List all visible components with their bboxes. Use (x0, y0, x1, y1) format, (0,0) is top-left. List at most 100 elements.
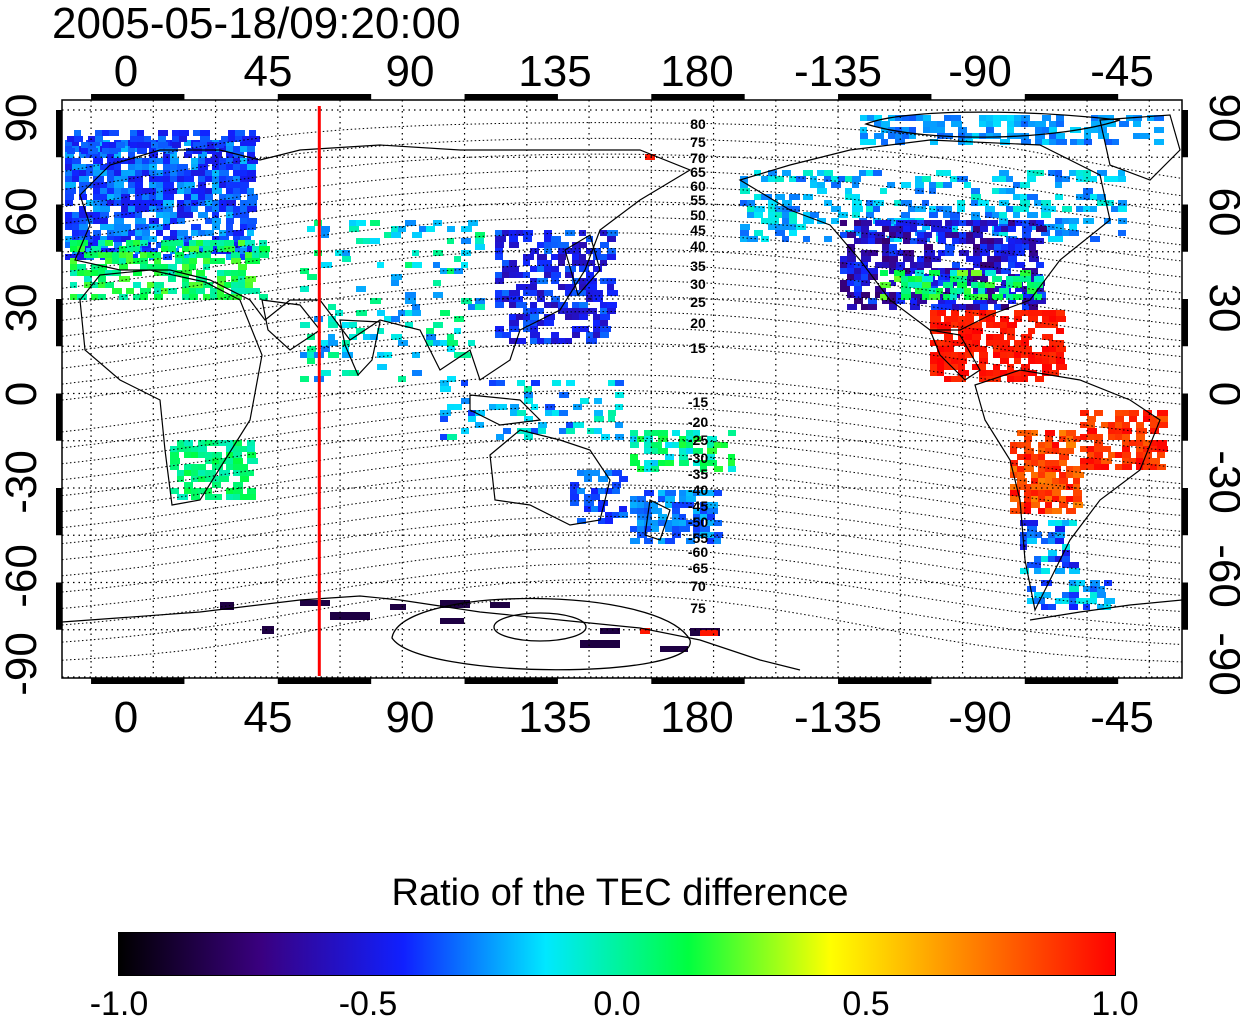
tec-data-cell (908, 282, 916, 288)
tec-data-cell (170, 188, 177, 194)
tec-data-cell (1029, 268, 1038, 274)
tec-data-cell (1031, 496, 1039, 502)
coastline-segment (1099, 114, 1181, 181)
tec-data-cell (77, 270, 86, 276)
tec-data-cell (447, 238, 454, 244)
tec-data-cell (987, 292, 995, 298)
tec-data-cell (65, 212, 74, 218)
tec-data-cell (1076, 206, 1085, 212)
tec-data-cell (901, 282, 911, 288)
tec-data-cell (119, 252, 129, 258)
tec-data-cell (240, 182, 249, 188)
tec-data-cell (247, 488, 256, 494)
tec-data-cell (233, 164, 241, 170)
tec-data-cell (524, 386, 532, 392)
bottom-frame-bar (277, 678, 372, 684)
tec-data-cell (163, 188, 172, 194)
tec-data-cell (233, 170, 244, 176)
tec-data-cell (1108, 422, 1117, 428)
coastline-segment (1029, 599, 1182, 621)
tec-data-cell (971, 270, 982, 276)
tec-data-cell (938, 280, 947, 286)
tec-data-cell (412, 370, 422, 376)
tec-data-cell (1101, 446, 1111, 452)
tec-data-cell (184, 482, 193, 488)
tec-data-cell (651, 520, 659, 526)
tec-data-cell (1112, 139, 1119, 145)
tec-data-cell (936, 288, 943, 294)
tec-data-cell (440, 380, 449, 386)
tec-data-cell (184, 470, 193, 476)
tec-data-cell (958, 328, 969, 334)
tec-data-cell (70, 294, 78, 300)
tec-data-cell (1014, 358, 1021, 364)
tec-data-cell (1118, 230, 1126, 236)
mag-lat-contour (62, 216, 1182, 278)
tec-data-cell (929, 188, 936, 194)
tec-data-cell (426, 226, 435, 232)
bottom-frame-bar (651, 678, 745, 684)
tec-data-cell (840, 256, 850, 262)
tec-data-cell (200, 136, 210, 142)
tec-data-cell (391, 316, 400, 322)
tec-data-cell (600, 326, 611, 332)
colorbar-tick-label: -0.5 (338, 985, 398, 1023)
tec-data-cell (133, 240, 141, 246)
tec-data-cell (1028, 121, 1038, 127)
tec-data-cell (184, 242, 191, 248)
tec-data-cell (1083, 194, 1094, 200)
tec-data-cell (1111, 206, 1120, 212)
tec-data-cell (999, 218, 1008, 224)
tec-data-cell (170, 158, 179, 164)
tec-data-cell (1010, 490, 1020, 496)
tec-data-cell (930, 121, 939, 127)
tec-data-cell (896, 220, 904, 226)
tec-data-cell (903, 238, 911, 244)
tec-data-cell (531, 428, 541, 434)
tec-data-cell (1157, 440, 1167, 446)
tec-data-cell (175, 252, 184, 258)
tec-data-cell (205, 188, 214, 194)
tec-data-cell (156, 230, 163, 236)
tec-data-cell (419, 226, 426, 232)
tec-data-cell (971, 294, 982, 300)
tec-data-cell (156, 206, 165, 212)
tec-data-cell (461, 238, 471, 244)
tec-data-cell (931, 304, 941, 310)
tec-data-cell (516, 284, 523, 290)
tec-data-cell (915, 270, 924, 276)
tec-data-cell (545, 404, 555, 410)
tec-data-cell (882, 250, 892, 256)
tec-data-cell (944, 364, 951, 370)
tec-data-cell (1035, 376, 1044, 382)
tec-data-cell (1154, 139, 1164, 145)
tec-data-cell (177, 200, 185, 206)
tec-data-cell (868, 232, 878, 238)
tec-data-cell (985, 212, 993, 218)
tec-data-cell (377, 328, 384, 334)
tec-data-cell (245, 252, 255, 258)
tec-data-cell (247, 440, 255, 446)
tec-data-cell (226, 200, 236, 206)
tec-data-cell (993, 334, 1004, 340)
tec-data-cell (1056, 328, 1064, 334)
tec-data-cell (1073, 478, 1080, 484)
mag-lat-contour (62, 578, 1182, 646)
tec-data-cell (1001, 268, 1011, 274)
tec-data-cell (587, 428, 594, 434)
tec-data-cell (496, 404, 507, 410)
tec-data-cell (1087, 458, 1098, 464)
tec-data-cell (600, 308, 607, 314)
tec-data-cell (65, 176, 73, 182)
tec-data-cell (67, 136, 75, 142)
tec-data-cell (1157, 452, 1165, 458)
tec-data-cell (93, 140, 101, 146)
tec-data-cell (665, 490, 676, 496)
tec-data-cell (433, 340, 443, 346)
tec-data-cell (1104, 598, 1115, 604)
tec-data-cell (1000, 352, 1011, 358)
tec-data-cell (551, 242, 561, 248)
tec-data-cell (1157, 464, 1166, 470)
tec-data-cell (72, 236, 81, 242)
tec-data-cell (930, 352, 940, 358)
